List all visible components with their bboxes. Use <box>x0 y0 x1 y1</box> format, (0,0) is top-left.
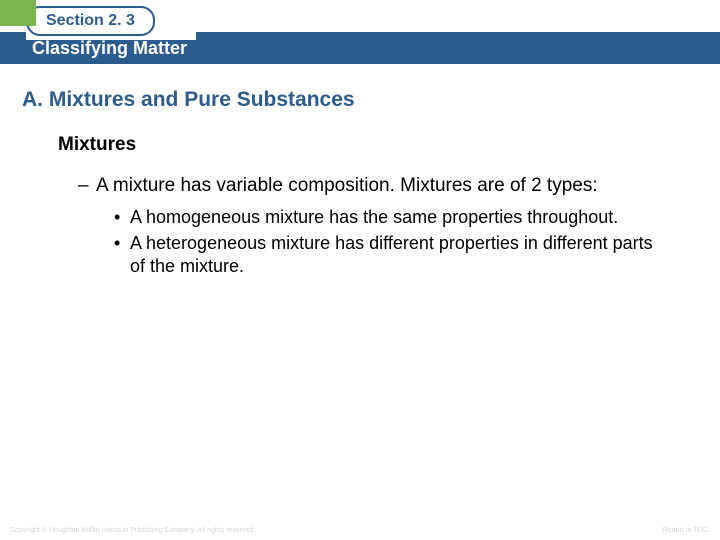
section-label: Section 2. 3 <box>46 12 135 29</box>
accent-box <box>0 0 36 26</box>
bullet-marker: • <box>114 206 130 229</box>
dash-text: A mixture has variable composition. Mixt… <box>96 174 660 198</box>
bullet-text: A heterogeneous mixture has different pr… <box>130 232 660 277</box>
bullet-text: A homogeneous mixture has the same prope… <box>130 206 660 229</box>
list-level1-item: – A mixture has variable composition. Mi… <box>78 174 660 198</box>
list-item: • A homogeneous mixture has the same pro… <box>114 206 660 229</box>
slide-header: Classifying Matter Section 2. 3 <box>0 0 720 70</box>
bullet-marker: • <box>114 232 130 277</box>
dash-marker: – <box>78 174 96 198</box>
chapter-title: Classifying Matter <box>32 38 187 59</box>
sub-heading: Mixtures <box>58 134 720 156</box>
return-to-toc-link[interactable]: Return to TOC <box>663 527 708 534</box>
copyright-text: Copyright © Houghton Mifflin Harcourt Pu… <box>10 527 255 534</box>
section-tab: Section 2. 3 <box>26 6 155 36</box>
topic-heading: A. Mixtures and Pure Substances <box>22 88 720 112</box>
list-item: • A heterogeneous mixture has different … <box>114 232 660 277</box>
content-block: – A mixture has variable composition. Mi… <box>78 174 660 277</box>
bullet-list: • A homogeneous mixture has the same pro… <box>114 206 660 278</box>
